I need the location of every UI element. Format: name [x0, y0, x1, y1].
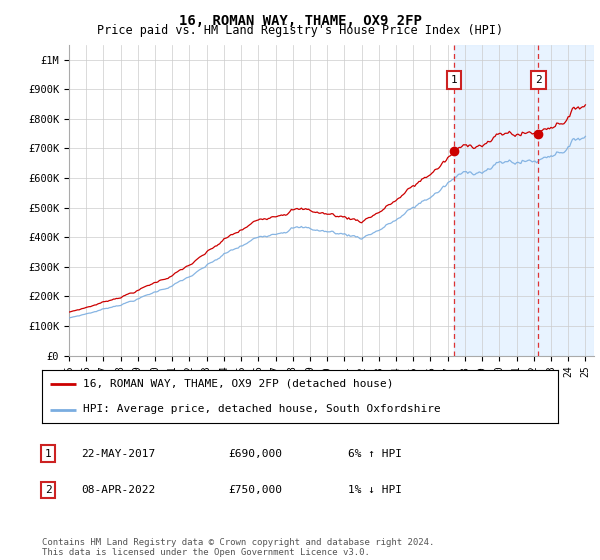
Text: 16, ROMAN WAY, THAME, OX9 2FP: 16, ROMAN WAY, THAME, OX9 2FP [179, 14, 421, 28]
Bar [454, 45, 594, 356]
Text: 2: 2 [535, 75, 542, 85]
Text: 22-MAY-2017: 22-MAY-2017 [81, 449, 155, 459]
Text: 16, ROMAN WAY, THAME, OX9 2FP (detached house): 16, ROMAN WAY, THAME, OX9 2FP (detached … [83, 379, 394, 389]
Text: 6% ↑ HPI: 6% ↑ HPI [348, 449, 402, 459]
Text: Price paid vs. HM Land Registry's House Price Index (HPI): Price paid vs. HM Land Registry's House … [97, 24, 503, 37]
Text: 1: 1 [44, 449, 52, 459]
Text: 1: 1 [451, 75, 458, 85]
Text: £750,000: £750,000 [228, 485, 282, 495]
Text: Contains HM Land Registry data © Crown copyright and database right 2024.
This d: Contains HM Land Registry data © Crown c… [42, 538, 434, 557]
Text: HPI: Average price, detached house, South Oxfordshire: HPI: Average price, detached house, Sout… [83, 404, 441, 414]
Text: 2: 2 [44, 485, 52, 495]
Text: 08-APR-2022: 08-APR-2022 [81, 485, 155, 495]
Text: 1% ↓ HPI: 1% ↓ HPI [348, 485, 402, 495]
Text: £690,000: £690,000 [228, 449, 282, 459]
